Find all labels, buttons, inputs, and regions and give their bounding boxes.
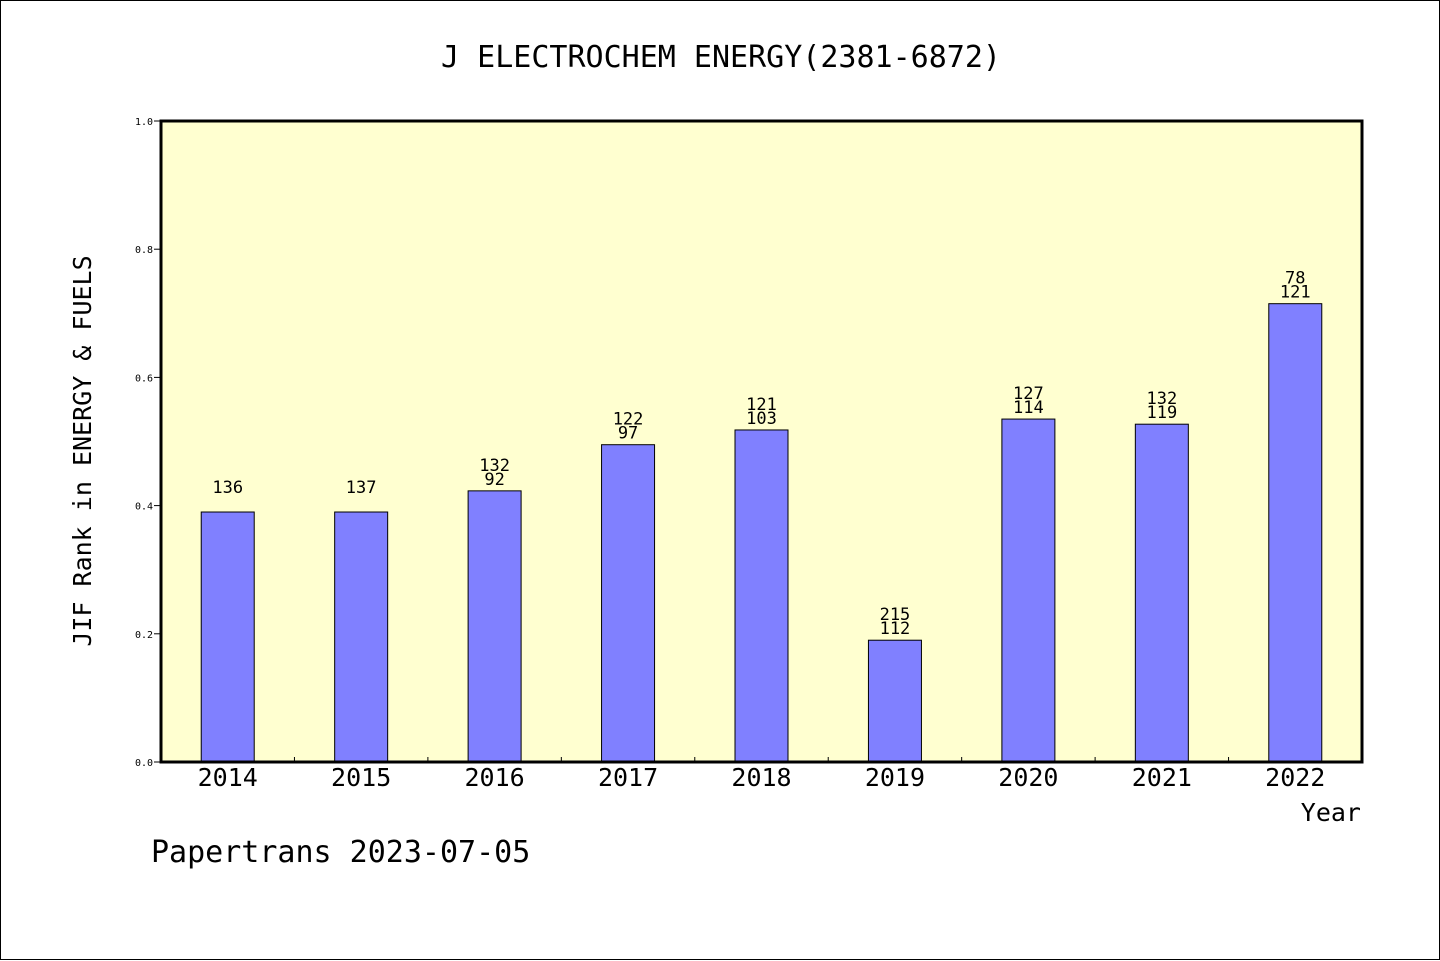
x-tick-label: 2016	[465, 763, 525, 792]
bar-value-label: 137	[346, 478, 377, 498]
bar-rank-label: 127	[1013, 384, 1044, 404]
bar-count-label: 114	[1013, 398, 1044, 418]
bar-rank-label: 121	[746, 395, 777, 415]
footer-credit: Papertrans 2023-07-05	[151, 835, 531, 870]
x-tick-label: 2020	[998, 763, 1058, 792]
bar-2019	[867, 639, 922, 763]
bar-2020	[1001, 418, 1056, 763]
x-tick-label: 2018	[731, 763, 791, 792]
x-axis-label: Year	[1301, 798, 1361, 827]
y-axis-label: JIF Rank in ENERGY & FUELS	[68, 255, 97, 646]
bar-2022	[1268, 303, 1323, 763]
bar-rank-label: 132	[1146, 389, 1177, 409]
bar-2015	[334, 511, 389, 763]
bar-value-label: 136	[212, 478, 243, 498]
bar-count-label: 92	[484, 470, 504, 490]
bar-2021	[1134, 423, 1189, 763]
bar-count-label: 103	[746, 409, 777, 429]
bar-rank-label: 122	[613, 410, 644, 430]
y-tick-label: 0.8	[135, 245, 153, 256]
bar-rank-label: 78	[1285, 269, 1305, 289]
y-tick-label: 1.0	[135, 117, 153, 128]
x-tick-label: 2022	[1265, 763, 1325, 792]
x-tick-label: 2015	[331, 763, 391, 792]
bar-count-label: 112	[880, 619, 911, 639]
bar-count-label: 97	[618, 424, 638, 444]
bar-rank-label: 132	[479, 456, 510, 476]
bar-count-label: 121	[1280, 283, 1311, 303]
y-tick-label: 0.4	[135, 502, 153, 513]
x-tick-label: 2017	[598, 763, 658, 792]
x-ticks-group: 2014 2015 2016 2017 2018 2019 2020 2021 2022	[198, 757, 1325, 792]
bar-2016	[467, 490, 522, 763]
x-tick-label: 2019	[865, 763, 925, 792]
bar-count-label: 119	[1146, 403, 1177, 423]
bars-group	[200, 303, 1323, 763]
bar-2017	[601, 444, 656, 763]
y-tick-label: 0.0	[135, 758, 153, 769]
bar-2018	[734, 429, 789, 763]
chart-title: J ELECTROCHEM ENERGY(2381-6872)	[441, 40, 1001, 75]
y-ticks-group: 0.0 0.2 0.4 0.6 0.8 1.0	[135, 117, 161, 769]
y-tick-label: 0.6	[135, 373, 153, 384]
plot-frame	[159, 119, 1364, 764]
x-tick-label: 2014	[198, 763, 258, 792]
bar-2014	[200, 511, 255, 763]
y-tick-label: 0.2	[135, 630, 153, 641]
bar-rank-label: 215	[880, 605, 911, 625]
x-tick-label: 2021	[1132, 763, 1192, 792]
